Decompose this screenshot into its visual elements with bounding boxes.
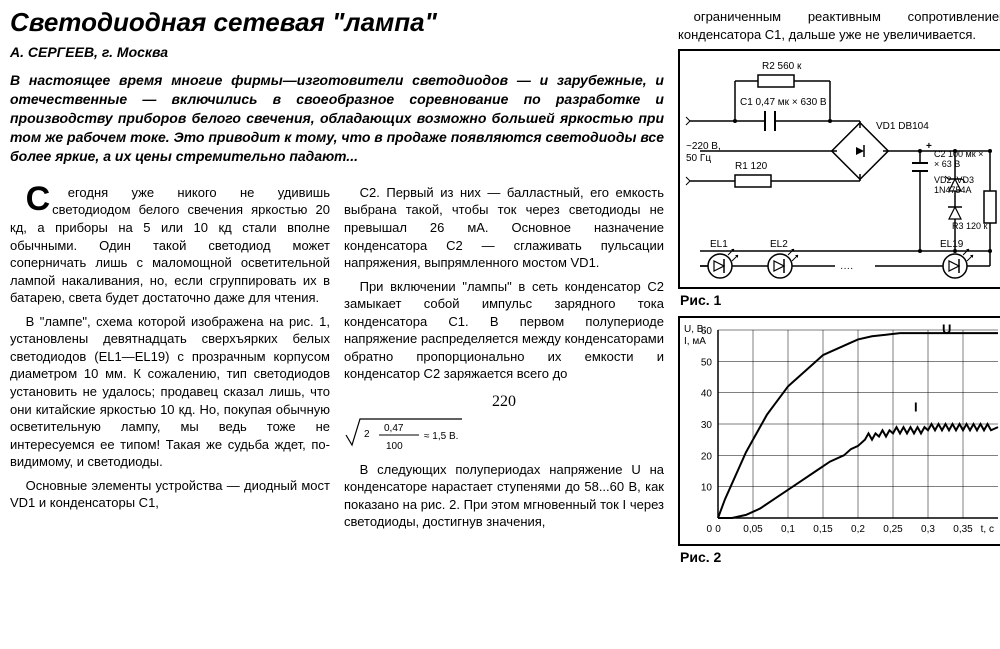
paragraph: В следующих полупериодах напряжение U на… bbox=[344, 461, 664, 531]
chart-svg: 00,050,10,150,20,250,30,351020304050600U… bbox=[680, 318, 1000, 544]
svg-text:I, мА: I, мА bbox=[684, 336, 706, 347]
column-2: C2. Первый из них — балластный, его емко… bbox=[344, 184, 664, 537]
page: Светодиодная сетевая "лампа" А. СЕРГЕЕВ,… bbox=[10, 8, 990, 573]
svg-text:0: 0 bbox=[706, 524, 712, 535]
svg-text:R1 120: R1 120 bbox=[735, 161, 768, 172]
svg-text:2: 2 bbox=[364, 429, 370, 440]
svg-text:× 63 В: × 63 В bbox=[934, 159, 960, 169]
paragraph: Сегодня уже никого не удивишь светодиодо… bbox=[10, 184, 330, 307]
svg-text:0,2: 0,2 bbox=[851, 524, 865, 535]
svg-text:0,15: 0,15 bbox=[813, 524, 833, 535]
svg-text:U: U bbox=[942, 321, 951, 336]
column-1: Сегодня уже никого не удивишь светодиодо… bbox=[10, 184, 330, 537]
svg-text:20: 20 bbox=[701, 451, 713, 462]
figure-2-chart: 00,050,10,150,20,250,30,351020304050600U… bbox=[678, 316, 1000, 546]
svg-text:50: 50 bbox=[701, 357, 713, 368]
svg-text:0,05: 0,05 bbox=[743, 524, 763, 535]
schematic-svg: C1 0,47 мк × 630 В R2 560 к ~220 В, 50 Г… bbox=[680, 51, 1000, 287]
article-header: Светодиодная сетевая "лампа" А. СЕРГЕЕВ,… bbox=[10, 8, 664, 176]
svg-text:VD2, VD3: VD2, VD3 bbox=[934, 175, 974, 185]
article-author: А. СЕРГЕЕВ, г. Москва bbox=[10, 43, 664, 62]
svg-text:t, с: t, с bbox=[981, 524, 994, 535]
svg-text:0,35: 0,35 bbox=[953, 524, 973, 535]
svg-text:R2 560 к: R2 560 к bbox=[762, 61, 802, 72]
svg-text:C1 0,47 мк × 630 В: C1 0,47 мк × 630 В bbox=[740, 97, 827, 108]
right-rail: ограниченным реактивным сопротивлением к… bbox=[678, 8, 1000, 573]
svg-text:0: 0 bbox=[715, 524, 721, 535]
svg-text:0,25: 0,25 bbox=[883, 524, 903, 535]
led-icon bbox=[768, 249, 798, 278]
paragraph: C2. Первый из них — балластный, его емко… bbox=[344, 184, 664, 272]
svg-text:1N4754A: 1N4754A bbox=[934, 185, 972, 195]
svg-text:0,3: 0,3 bbox=[921, 524, 935, 535]
svg-text:VD1 DB104: VD1 DB104 bbox=[876, 121, 929, 132]
svg-text:EL19: EL19 bbox=[940, 239, 964, 250]
svg-text:10: 10 bbox=[701, 483, 713, 494]
svg-text:I: I bbox=[914, 399, 918, 414]
svg-text:EL2: EL2 bbox=[770, 239, 788, 250]
led-icon bbox=[708, 249, 738, 278]
figure-2-label: Рис. 2 bbox=[680, 548, 1000, 567]
article-title: Светодиодная сетевая "лампа" bbox=[10, 8, 664, 37]
article-lead: В настоящее время многие фирмы—изготовит… bbox=[10, 71, 664, 165]
svg-text:50 Гц: 50 Гц bbox=[686, 153, 711, 164]
led-icon bbox=[943, 249, 973, 278]
paragraph: В "лампе", схема которой изображена на р… bbox=[10, 313, 330, 471]
svg-text:100: 100 bbox=[386, 441, 403, 452]
svg-text:EL1: EL1 bbox=[710, 239, 728, 250]
svg-text:····: ···· bbox=[840, 263, 853, 274]
paragraph: ограниченным реактивным сопротивлением к… bbox=[678, 8, 1000, 43]
figure-1-schematic: C1 0,47 мк × 630 В R2 560 к ~220 В, 50 Г… bbox=[678, 49, 1000, 289]
svg-text:U, В;: U, В; bbox=[684, 324, 706, 335]
formula-sqrt-icon: 2 0,47 100 ≈ 1,5 В. bbox=[344, 413, 464, 453]
svg-text:30: 30 bbox=[701, 420, 713, 431]
paragraph: При включении "лампы" в сеть конденсатор… bbox=[344, 278, 664, 383]
svg-text:≈ 1,5 В.: ≈ 1,5 В. bbox=[424, 431, 458, 442]
figure-1-label: Рис. 1 bbox=[680, 291, 1000, 310]
svg-text:0,1: 0,1 bbox=[781, 524, 795, 535]
svg-text:40: 40 bbox=[701, 389, 713, 400]
svg-text:0,47: 0,47 bbox=[384, 423, 404, 434]
svg-text:R3 120 к: R3 120 к bbox=[952, 221, 988, 231]
formula: 220 2 0,47 100 ≈ 1,5 В. bbox=[344, 391, 664, 453]
paragraph: Основные элементы устройства — диодный м… bbox=[10, 477, 330, 512]
